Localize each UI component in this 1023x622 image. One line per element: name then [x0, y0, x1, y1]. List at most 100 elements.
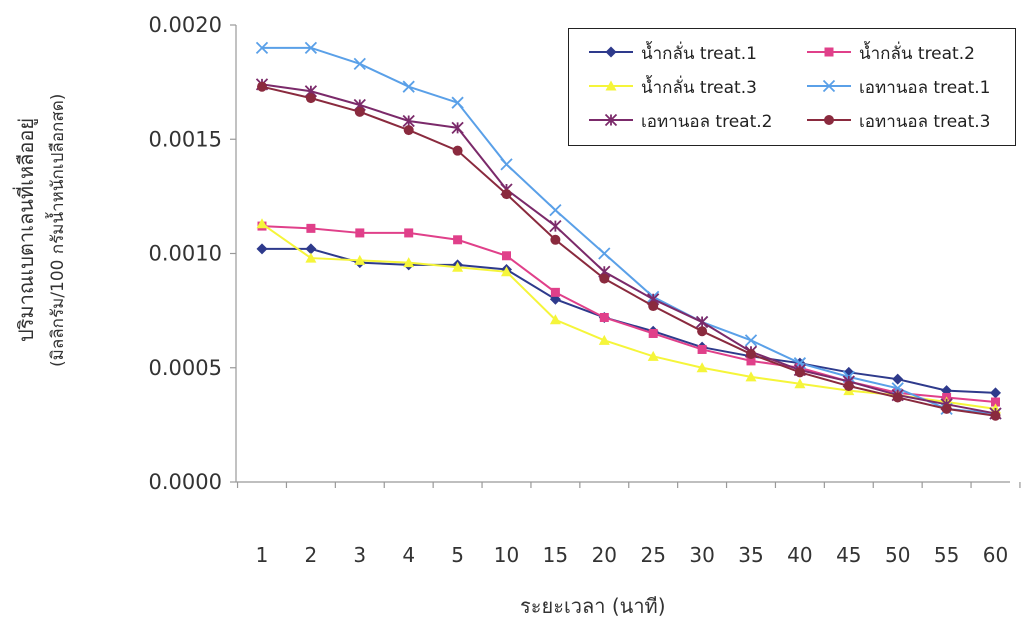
legend-label: เอทานอล treat.3	[859, 112, 991, 132]
data-point	[549, 219, 562, 233]
legend-marker	[604, 113, 618, 127]
data-point	[256, 218, 268, 229]
x-tick-label: 35	[738, 543, 763, 567]
data-point	[403, 257, 415, 268]
data-point	[599, 273, 610, 284]
x-tick-label: 45	[836, 543, 861, 567]
legend-marker	[824, 115, 834, 125]
data-point	[257, 81, 267, 92]
data-point	[404, 228, 414, 238]
series-3	[256, 218, 1001, 414]
legend-swatch	[807, 115, 851, 125]
data-point	[500, 158, 513, 171]
series-6	[257, 81, 1001, 421]
data-point	[598, 247, 611, 260]
series-4	[255, 41, 1002, 420]
series-line	[261, 85, 996, 417]
series-line	[261, 225, 996, 404]
legend-swatch	[589, 80, 633, 91]
data-point	[697, 344, 707, 354]
x-tick-label: 30	[689, 543, 714, 567]
x-tick-label: 15	[543, 543, 568, 567]
data-point	[353, 57, 366, 70]
data-point	[354, 254, 366, 265]
x-tick-label: 40	[787, 543, 812, 567]
x-tick-label: 2	[305, 543, 318, 567]
x-tick-label: 1	[256, 543, 269, 567]
data-point	[598, 334, 610, 345]
x-tick-label: 10	[494, 543, 519, 567]
data-point	[647, 350, 659, 361]
x-tick-label: 4	[402, 543, 415, 567]
data-point	[354, 106, 365, 117]
data-point	[403, 125, 414, 136]
legend-marker	[824, 47, 834, 57]
data-point	[746, 349, 756, 360]
data-point	[402, 80, 415, 93]
y-axis-subtitle: (มิลลิกรัม/100 กรัมน้ำหนักเปลือกสด)	[48, 93, 68, 367]
x-tick-label: 3	[353, 543, 366, 567]
y-tick-label: 0.0010	[149, 242, 222, 266]
data-point	[355, 228, 365, 238]
x-tick-label: 60	[983, 543, 1008, 567]
data-point	[255, 41, 269, 54]
data-point	[549, 314, 561, 325]
legend-label: น้ำกลั่น treat.1	[641, 44, 757, 64]
data-point	[453, 235, 463, 245]
data-point	[549, 203, 562, 217]
data-point	[305, 93, 316, 104]
data-point	[501, 189, 512, 200]
legend-label: น้ำกลั่น treat.2	[859, 44, 975, 64]
data-point	[502, 251, 511, 261]
data-point	[256, 243, 268, 255]
legend-marker	[822, 79, 836, 93]
legend-label: น้ำกลั่น treat.3	[641, 78, 757, 98]
data-point	[304, 41, 318, 54]
legend-swatch	[589, 113, 633, 127]
data-point	[745, 371, 757, 382]
data-point	[599, 312, 609, 322]
y-tick-label: 0.0000	[149, 470, 222, 494]
y-tick-label: 0.0020	[149, 13, 222, 37]
legend-marker	[605, 80, 617, 91]
data-point	[452, 261, 464, 272]
data-point	[990, 387, 1001, 399]
data-point	[990, 410, 1001, 421]
legend-swatch	[807, 79, 851, 93]
chart-series	[255, 41, 1002, 421]
data-point	[794, 378, 806, 389]
series-line	[261, 222, 996, 410]
y-tick-label: 0.0005	[149, 356, 222, 380]
series-line	[262, 247, 996, 394]
x-tick-label: 5	[451, 543, 464, 567]
data-point	[451, 121, 464, 134]
legend-label: เอทานอล treat.1	[859, 78, 991, 98]
data-point	[648, 328, 658, 338]
legend-swatch	[807, 47, 851, 57]
data-point	[892, 392, 903, 403]
x-tick-label: 20	[592, 543, 617, 567]
data-point	[402, 114, 415, 128]
data-point	[892, 373, 904, 385]
data-point	[794, 367, 805, 378]
data-point	[695, 315, 709, 329]
data-point	[305, 252, 317, 263]
series-line	[261, 83, 996, 415]
legend-label: เอทานอล treat.2	[641, 112, 773, 132]
data-point	[746, 356, 756, 366]
data-point	[550, 234, 561, 245]
data-point	[305, 243, 317, 255]
series-1	[256, 243, 1001, 399]
data-point	[306, 223, 316, 233]
data-point	[744, 334, 758, 347]
data-point	[451, 96, 464, 109]
data-point	[648, 301, 659, 312]
legend-swatch	[589, 46, 633, 58]
x-tick-label: 55	[934, 543, 959, 567]
x-tick-label: 50	[885, 543, 910, 567]
data-point	[697, 326, 708, 337]
x-axis-title: ระยะเวลา (นาที)	[520, 594, 666, 618]
series-line	[262, 46, 996, 415]
data-point	[991, 397, 1000, 407]
